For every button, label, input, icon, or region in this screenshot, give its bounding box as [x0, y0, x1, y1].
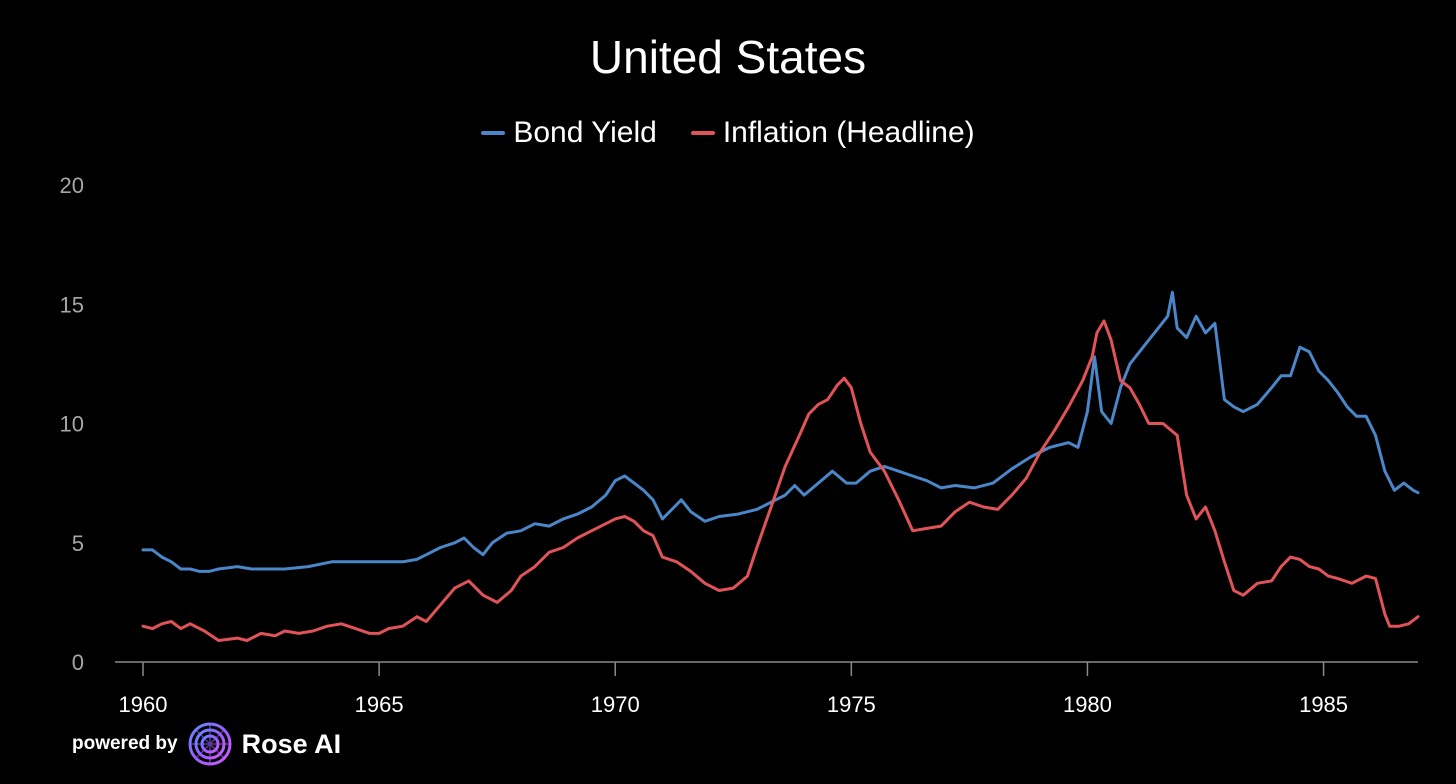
x-tick-label: 1975	[827, 692, 876, 717]
rose-ai-logo-icon	[188, 722, 232, 766]
legend-label-inflation: Inflation (Headline)	[722, 116, 975, 149]
footer: powered by Rose AI	[72, 722, 341, 766]
series-layer	[141, 290, 1420, 642]
legend-item-bond-yield[interactable]: Bond Yield	[481, 116, 657, 150]
chart-title: United States	[589, 31, 867, 83]
x-tick-label: 1980	[1063, 692, 1112, 717]
series-line-inflation	[141, 319, 1420, 642]
x-tick-label: 1970	[591, 692, 640, 717]
legend: Bond Yield Inflation (Headline)	[0, 116, 1456, 150]
legend-swatch-inflation	[690, 131, 715, 135]
y-tick-label: 0	[72, 650, 84, 675]
y-tick-label: 10	[60, 412, 84, 437]
x-tick-label: 1965	[355, 692, 404, 717]
brand-name: Rose AI	[241, 728, 342, 759]
x-tick-label: 1960	[119, 692, 168, 717]
y-axis: 0 5 10 15 20	[60, 173, 84, 675]
x-axis: 1960 1965 1970 1975 1980 1985	[115, 661, 1418, 717]
legend-swatch-bond-yield	[481, 131, 506, 135]
y-tick-label: 15	[60, 292, 84, 317]
legend-item-inflation[interactable]: Inflation (Headline)	[690, 116, 975, 150]
series-line-bond-yield	[141, 290, 1420, 573]
y-tick-label: 5	[72, 531, 84, 556]
powered-by-text: powered by	[72, 733, 178, 754]
x-tick-label: 1985	[1299, 692, 1348, 717]
legend-label-bond-yield: Bond Yield	[513, 116, 657, 149]
y-tick-label: 20	[60, 173, 84, 198]
